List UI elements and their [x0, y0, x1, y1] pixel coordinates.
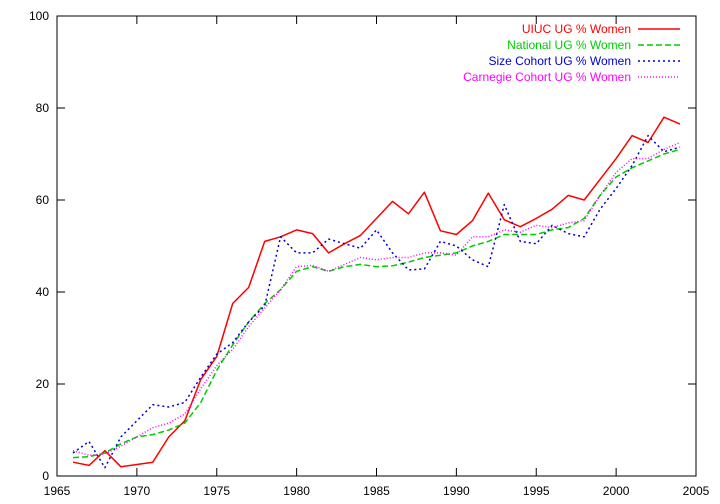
x-tick-label: 1990 [443, 484, 470, 498]
x-tick-label: 2005 [683, 484, 710, 498]
x-tick-label: 1965 [44, 484, 71, 498]
series-line [72, 148, 681, 459]
y-tick-label: 20 [36, 377, 50, 391]
y-tick-label: 0 [42, 469, 49, 483]
x-tick-label: 1980 [283, 484, 310, 498]
legend-entry-label: UIUC UG % Women [522, 22, 631, 36]
y-tick-label: 100 [29, 9, 49, 23]
series-line [72, 141, 681, 457]
axis-ticks: 1965 1970 1975 1980 1985 1990 1995 2000 2005 0 20 4… [29, 9, 710, 498]
x-tick-label: 2000 [603, 484, 630, 498]
legend-entry-label: National UG % Women [507, 38, 631, 52]
x-tick-label: 1995 [523, 484, 550, 498]
series-lines [72, 116, 681, 469]
x-tick-label: 1985 [363, 484, 390, 498]
y-tick-label: 40 [36, 285, 50, 299]
y-tick-label: 60 [36, 193, 50, 207]
x-tick-label: 1975 [203, 484, 230, 498]
x-tick-label: 1970 [124, 484, 151, 498]
y-tick-label: 80 [36, 101, 50, 115]
legend: UIUC UG % Women National UG % Women Size C… [463, 22, 680, 84]
plot-frame [56, 15, 697, 477]
series-line [72, 134, 681, 469]
legend-entry-label: Carnegie Cohort UG % Women [463, 70, 631, 84]
legend-entry-label: Size Cohort UG % Women [489, 54, 632, 68]
series-line [72, 116, 681, 468]
